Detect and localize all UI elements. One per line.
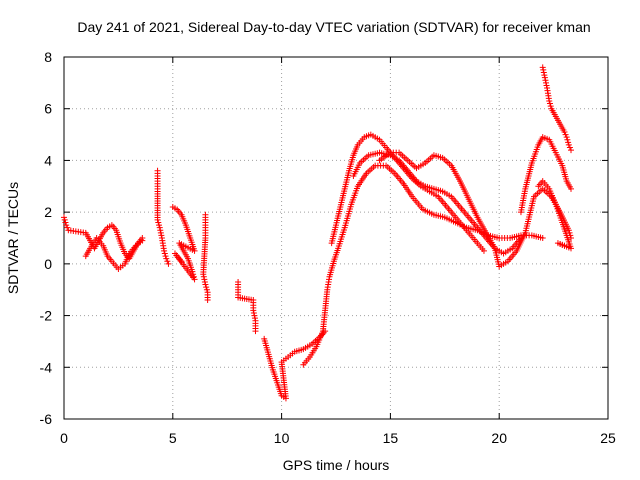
- data-point-sat-c: [156, 224, 163, 231]
- data-point-sat-n: [562, 131, 569, 138]
- data-point-sat-m: [561, 242, 568, 249]
- data-point-sat-c: [165, 260, 172, 267]
- data-point-sat-f: [251, 315, 258, 322]
- data-point-sat-c: [161, 250, 168, 257]
- data-point-sat-e: [200, 273, 207, 280]
- data-point-sat-c: [157, 227, 164, 234]
- data-point-sat-h: [539, 235, 546, 241]
- chart-title: Day 241 of 2021, Sidereal Day-to-day VTE…: [77, 19, 590, 35]
- data-point-sat-e: [200, 271, 207, 278]
- data-point-sat-n: [561, 128, 568, 135]
- y-tick-label: -2: [40, 308, 53, 324]
- data-point-sat-c: [158, 232, 165, 239]
- data-point-sat-b: [139, 237, 146, 244]
- x-tick-label: 5: [169, 430, 177, 446]
- x-tick-label: 10: [274, 430, 290, 446]
- y-tick-label: 6: [44, 101, 52, 117]
- data-point-sat-n: [543, 82, 550, 89]
- y-tick-label: -4: [40, 359, 53, 375]
- data-point-sat-e: [201, 278, 208, 285]
- data-point-sat-c: [157, 229, 164, 236]
- data-point-sat-n: [547, 103, 554, 110]
- data-point-sat-c: [162, 253, 169, 260]
- data-point-sat-c: [161, 247, 168, 254]
- data-point-sat-n: [563, 134, 570, 141]
- data-point-sat-e: [202, 281, 209, 288]
- data-point-sat-l: [568, 185, 575, 192]
- data-point-sat-i: [480, 247, 487, 254]
- data-point-sat-n: [542, 79, 549, 86]
- data-point-sat-c: [163, 255, 170, 262]
- plot-frame: [63, 56, 609, 420]
- data-point-sat-n: [565, 139, 572, 146]
- data-point-sat-e: [201, 276, 208, 283]
- data-point-sat-n: [564, 136, 571, 143]
- y-axis-label: SDTVAR / TECUs: [5, 182, 21, 294]
- data-point-sat-n: [546, 97, 553, 104]
- data-point-sat-a: [64, 224, 71, 231]
- data-point-sat-d: [178, 258, 185, 265]
- data-point-sat-f: [252, 328, 259, 335]
- data-point-sat-e: [203, 286, 210, 293]
- data-point-sat-c: [156, 222, 163, 229]
- x-tick-label: 25: [600, 430, 616, 446]
- data-point-sat-c: [155, 219, 162, 226]
- data-point-sat-n: [540, 66, 547, 73]
- data-point-sat-f: [250, 307, 257, 314]
- data-point-sat-a: [62, 219, 69, 226]
- y-tick-label: 0: [44, 256, 52, 272]
- data-point-sat-n: [566, 144, 573, 151]
- data-point-sat-e: [203, 284, 210, 291]
- data-point-sat-f: [251, 312, 258, 319]
- data-points: [61, 64, 575, 402]
- data-point-sat-a: [61, 214, 67, 221]
- data-point-sat-n: [539, 64, 546, 71]
- data-point-sat-n: [565, 141, 572, 148]
- y-tick-label: 8: [44, 49, 52, 65]
- data-point-sat-e: [204, 297, 211, 304]
- data-point-sat-a: [61, 216, 68, 223]
- tick-labels: 0 5 10 15 20 25 -6 -4 -2 0 2 4 6 8: [40, 49, 616, 446]
- data-point-sat-n: [540, 69, 547, 76]
- data-point-sat-n: [568, 147, 575, 154]
- data-point-sat-n: [541, 74, 548, 81]
- y-tick-label: 4: [44, 152, 52, 168]
- data-point-sat-f: [250, 309, 257, 316]
- y-tick-label: -6: [40, 411, 53, 427]
- data-point-sat-n: [542, 77, 549, 84]
- data-point-sat-n: [546, 100, 553, 107]
- data-point-sat-c: [154, 216, 161, 223]
- data-point-sat-c: [164, 258, 171, 265]
- x-tick-label: 0: [60, 430, 68, 446]
- x-axis-label: GPS time / hours: [283, 457, 390, 473]
- data-point-sat-k: [565, 227, 572, 234]
- x-tick-label: 20: [491, 430, 507, 446]
- y-tick-label: 2: [44, 204, 52, 220]
- data-point-sat-n: [541, 72, 548, 79]
- data-point-sat-a: [63, 222, 70, 229]
- x-tick-label: 15: [383, 430, 399, 446]
